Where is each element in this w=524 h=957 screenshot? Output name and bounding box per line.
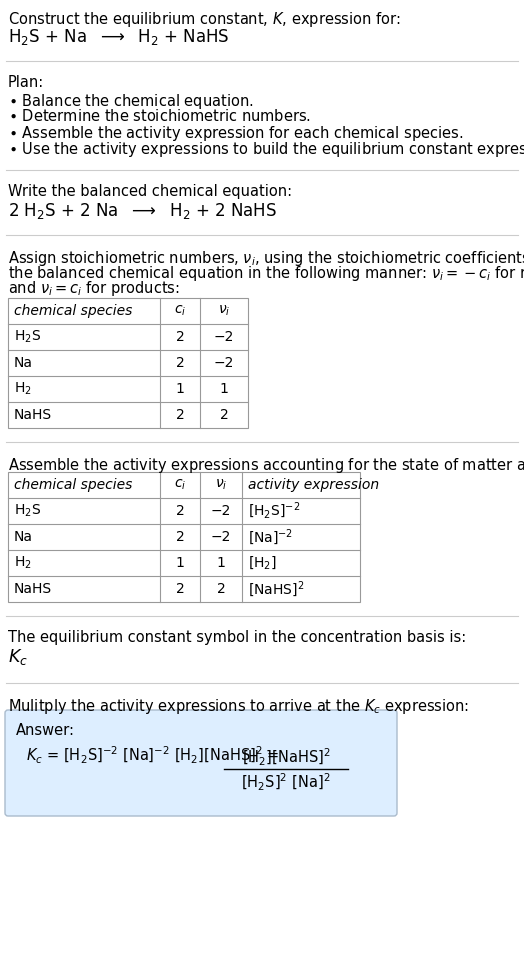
Text: and $\nu_i = c_i$ for products:: and $\nu_i = c_i$ for products: bbox=[8, 279, 180, 298]
Text: 1: 1 bbox=[176, 556, 184, 570]
Text: $\nu_i$: $\nu_i$ bbox=[215, 478, 227, 492]
Text: $[\mathrm{H_2}]$: $[\mathrm{H_2}]$ bbox=[248, 555, 277, 571]
Text: Na: Na bbox=[14, 356, 33, 370]
Text: $\mathrm{H_2S}$ + Na  $\longrightarrow$  $\mathrm{H_2}$ + NaHS: $\mathrm{H_2S}$ + Na $\longrightarrow$ $… bbox=[8, 27, 230, 47]
Text: $c_i$: $c_i$ bbox=[174, 303, 186, 318]
Text: 1: 1 bbox=[176, 382, 184, 396]
Text: Assign stoichiometric numbers, $\nu_i$, using the stoichiometric coefficients, $: Assign stoichiometric numbers, $\nu_i$, … bbox=[8, 249, 524, 268]
Text: $c_i$: $c_i$ bbox=[174, 478, 186, 492]
Text: NaHS: NaHS bbox=[14, 582, 52, 596]
Text: $K_c$ = $[\mathrm{H_2S}]^{-2}$ $[\mathrm{Na}]^{-2}$ $[\mathrm{H_2}][\mathrm{NaHS: $K_c$ = $[\mathrm{H_2S}]^{-2}$ $[\mathrm… bbox=[26, 745, 281, 766]
Text: $\bullet$ Determine the stoichiometric numbers.: $\bullet$ Determine the stoichiometric n… bbox=[8, 108, 311, 124]
Text: 2: 2 bbox=[176, 582, 184, 596]
Text: $\mathrm{H_2S}$: $\mathrm{H_2S}$ bbox=[14, 502, 41, 520]
FancyBboxPatch shape bbox=[5, 710, 397, 816]
Text: $[\mathrm{H_2S}]^2$ $[\mathrm{Na}]^2$: $[\mathrm{H_2S}]^2$ $[\mathrm{Na}]^2$ bbox=[241, 771, 331, 792]
Text: $[\mathrm{NaHS}]^2$: $[\mathrm{NaHS}]^2$ bbox=[248, 579, 304, 599]
Text: Write the balanced chemical equation:: Write the balanced chemical equation: bbox=[8, 184, 292, 199]
Text: −2: −2 bbox=[214, 330, 234, 344]
Text: $\mathrm{H_2}$: $\mathrm{H_2}$ bbox=[14, 381, 32, 397]
Text: activity expression: activity expression bbox=[248, 478, 379, 492]
Text: 1: 1 bbox=[216, 556, 225, 570]
Text: −2: −2 bbox=[211, 530, 231, 544]
Bar bbox=[8, 298, 248, 428]
Text: 2: 2 bbox=[216, 582, 225, 596]
Text: $\mathrm{H_2S}$: $\mathrm{H_2S}$ bbox=[14, 329, 41, 345]
Text: $\bullet$ Balance the chemical equation.: $\bullet$ Balance the chemical equation. bbox=[8, 92, 254, 111]
Text: 2: 2 bbox=[176, 356, 184, 370]
Text: Na: Na bbox=[14, 530, 33, 544]
Text: $K_c$: $K_c$ bbox=[8, 647, 28, 667]
Bar bbox=[8, 472, 360, 602]
Text: 2: 2 bbox=[176, 408, 184, 422]
Text: −2: −2 bbox=[214, 356, 234, 370]
Text: chemical species: chemical species bbox=[14, 304, 133, 318]
Text: Plan:: Plan: bbox=[8, 75, 44, 90]
Text: $\bullet$ Use the activity expressions to build the equilibrium constant express: $\bullet$ Use the activity expressions t… bbox=[8, 140, 524, 159]
Text: The equilibrium constant symbol in the concentration basis is:: The equilibrium constant symbol in the c… bbox=[8, 630, 466, 645]
Text: $\mathrm{H_2}$: $\mathrm{H_2}$ bbox=[14, 555, 32, 571]
Text: Assemble the activity expressions accounting for the state of matter and $\nu_i$: Assemble the activity expressions accoun… bbox=[8, 456, 524, 475]
Text: Construct the equilibrium constant, $K$, expression for:: Construct the equilibrium constant, $K$,… bbox=[8, 10, 401, 29]
Text: Mulitply the activity expressions to arrive at the $K_c$ expression:: Mulitply the activity expressions to arr… bbox=[8, 697, 469, 716]
Text: 2: 2 bbox=[176, 530, 184, 544]
Text: 2: 2 bbox=[176, 504, 184, 518]
Text: $[\mathrm{H_2S}]^{-2}$: $[\mathrm{H_2S}]^{-2}$ bbox=[248, 501, 300, 522]
Text: 2 $\mathrm{H_2}$S + 2 Na  $\longrightarrow$  $\mathrm{H_2}$ + 2 NaHS: 2 $\mathrm{H_2}$S + 2 Na $\longrightarro… bbox=[8, 201, 277, 221]
Text: 2: 2 bbox=[176, 330, 184, 344]
Text: NaHS: NaHS bbox=[14, 408, 52, 422]
Text: 2: 2 bbox=[220, 408, 228, 422]
Text: $[\mathrm{H_2}][\mathrm{NaHS}]^2$: $[\mathrm{H_2}][\mathrm{NaHS}]^2$ bbox=[242, 746, 330, 768]
Text: $[\mathrm{Na}]^{-2}$: $[\mathrm{Na}]^{-2}$ bbox=[248, 527, 293, 547]
Text: $\nu_i$: $\nu_i$ bbox=[218, 303, 230, 318]
Text: $\bullet$ Assemble the activity expression for each chemical species.: $\bullet$ Assemble the activity expressi… bbox=[8, 124, 463, 143]
Text: chemical species: chemical species bbox=[14, 478, 133, 492]
Text: the balanced chemical equation in the following manner: $\nu_i = -c_i$ for react: the balanced chemical equation in the fo… bbox=[8, 264, 524, 283]
Text: 1: 1 bbox=[220, 382, 228, 396]
Text: Answer:: Answer: bbox=[16, 723, 75, 738]
Text: −2: −2 bbox=[211, 504, 231, 518]
